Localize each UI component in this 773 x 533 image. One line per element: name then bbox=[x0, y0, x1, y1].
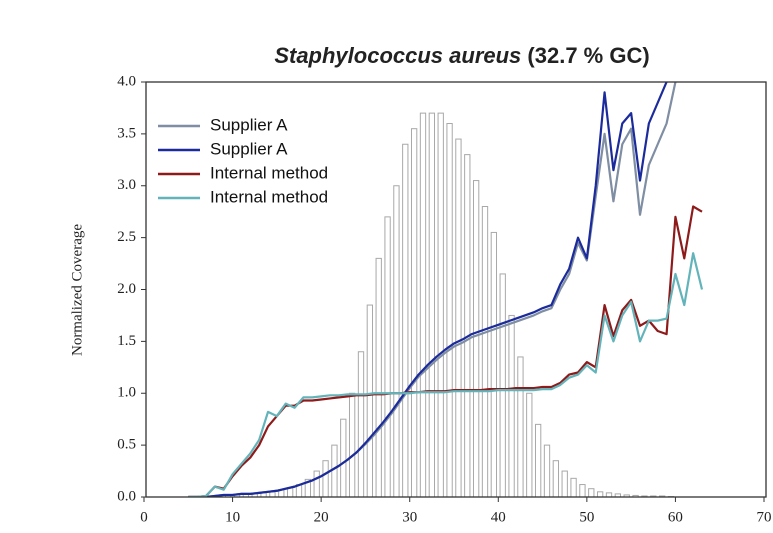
histogram-bar bbox=[331, 444, 338, 497]
histogram-bar bbox=[579, 484, 586, 497]
histogram-bar bbox=[588, 488, 595, 497]
title-species: Staphylococcus aureus bbox=[274, 43, 521, 68]
histogram-bar bbox=[632, 494, 639, 497]
x-tick-label: 30 bbox=[402, 509, 417, 525]
histogram-bar bbox=[481, 206, 489, 497]
chart-title: Staphylococcus aureus (32.7 % GC) bbox=[274, 43, 649, 68]
legend-label: Supplier A bbox=[210, 139, 288, 158]
histogram-bar bbox=[313, 470, 320, 497]
histogram-bar bbox=[384, 216, 391, 497]
histogram-bar bbox=[455, 138, 462, 497]
histogram-bar bbox=[596, 491, 604, 497]
x-tick-label: 70 bbox=[757, 509, 772, 525]
title-suffix: (32.7 % GC) bbox=[527, 43, 649, 68]
y-tick-label: 1.5 bbox=[117, 333, 136, 349]
x-tick-label: 10 bbox=[225, 509, 240, 525]
legend-label: Internal method bbox=[210, 187, 328, 206]
y-tick-label: 2.5 bbox=[117, 229, 136, 245]
legend-label: Supplier A bbox=[210, 115, 288, 134]
histogram-bar bbox=[552, 460, 560, 497]
line-series bbox=[188, 252, 704, 497]
histogram-bar bbox=[428, 112, 436, 497]
y-tick-label: 0.5 bbox=[117, 437, 136, 453]
histogram-bar bbox=[419, 112, 427, 497]
histogram-bar bbox=[410, 128, 418, 497]
histogram-bar bbox=[437, 112, 444, 497]
histogram-bar bbox=[472, 180, 480, 497]
y-axis-label: Normalized Coverage bbox=[69, 224, 85, 356]
legend-label: Internal method bbox=[210, 163, 328, 182]
y-tick-label: 2.0 bbox=[117, 281, 136, 297]
histogram-bar bbox=[393, 185, 400, 497]
histogram-bar bbox=[605, 492, 613, 497]
histogram-bar bbox=[561, 470, 568, 497]
histogram-bar bbox=[464, 154, 471, 497]
histogram-bar bbox=[402, 143, 409, 497]
histogram-bar bbox=[357, 351, 365, 497]
histogram-bar bbox=[526, 392, 533, 497]
y-tick-label: 3.5 bbox=[117, 125, 136, 141]
y-tick-label: 4.0 bbox=[117, 73, 136, 89]
x-tick-label: 0 bbox=[140, 509, 148, 525]
histogram-bar bbox=[490, 231, 498, 497]
histogram-bar bbox=[375, 257, 382, 497]
histogram-bar bbox=[499, 273, 506, 497]
line-series bbox=[188, 82, 668, 497]
histogram-bar bbox=[446, 123, 453, 497]
x-tick-label: 20 bbox=[314, 509, 329, 525]
histogram-bar bbox=[534, 423, 542, 497]
y-tick-label: 3.0 bbox=[117, 177, 136, 193]
histogram-bar bbox=[348, 392, 356, 497]
histogram-bar bbox=[340, 418, 347, 497]
plot-area bbox=[188, 82, 704, 497]
histogram-bar bbox=[543, 444, 551, 497]
x-tick-label: 50 bbox=[579, 509, 594, 525]
x-tick-label: 60 bbox=[668, 509, 683, 525]
histogram-bar bbox=[508, 314, 515, 497]
histogram-bar bbox=[614, 493, 622, 497]
y-tick-label: 1.0 bbox=[117, 385, 136, 401]
x-tick-label: 40 bbox=[491, 509, 506, 525]
y-tick-label: 0.0 bbox=[117, 488, 136, 504]
histogram-bar bbox=[570, 477, 577, 497]
histogram-bar bbox=[322, 460, 329, 497]
histogram-bar bbox=[517, 356, 524, 497]
histogram-bar bbox=[366, 304, 374, 497]
